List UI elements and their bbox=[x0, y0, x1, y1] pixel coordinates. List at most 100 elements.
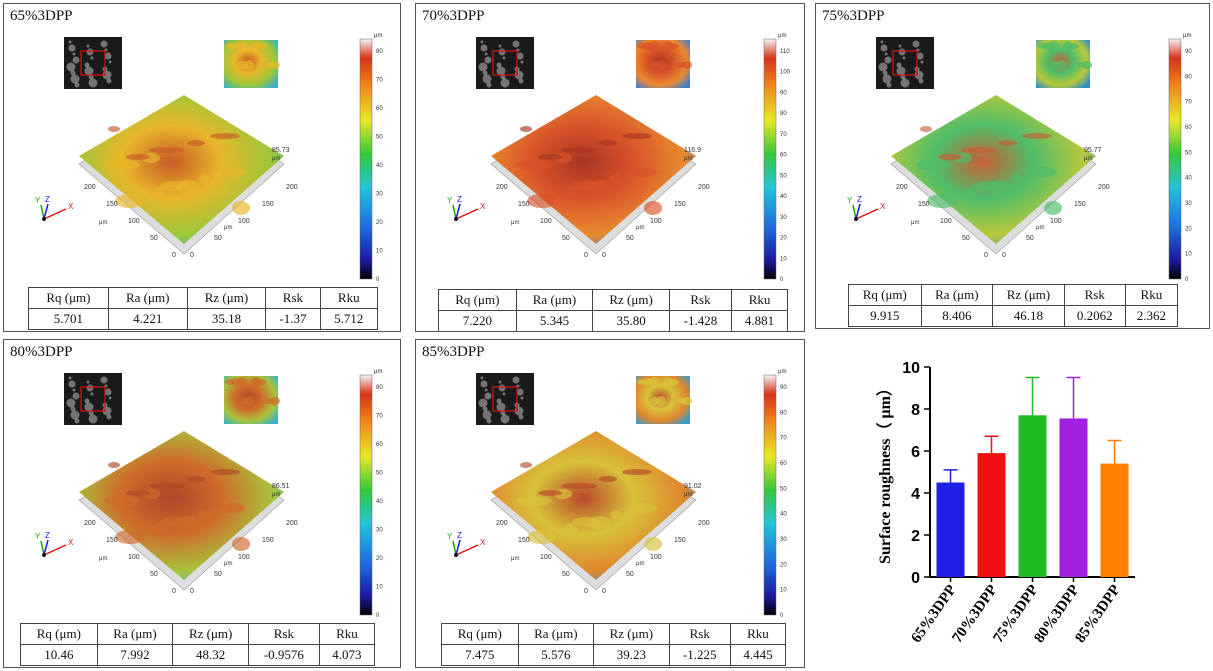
axis-tick: 0 bbox=[1002, 252, 1006, 259]
panel-title: 85%3DPP bbox=[422, 344, 485, 360]
height-label: 91.02 bbox=[684, 483, 702, 490]
measurement-panel: 70%3DPP μm 0 10 20 30 40 50 60 70 80 90 100 110 116.9 μ… bbox=[415, 3, 805, 332]
axis-tick: 200 bbox=[286, 184, 298, 191]
colorbar bbox=[763, 38, 777, 280]
table-cell: -1.225 bbox=[668, 644, 731, 666]
table-header-cell: Rq (μm) bbox=[20, 623, 98, 645]
axis-tick: 50 bbox=[150, 235, 158, 242]
axis-tick: 0 bbox=[172, 588, 176, 595]
axis-letter-z: Z bbox=[857, 195, 862, 204]
table-header-cell: Rsk bbox=[247, 623, 320, 645]
axis-tick: 0 bbox=[190, 252, 194, 259]
surface-visualization: μm 0 10 20 30 40 50 60 70 80 86.51 μm μm μm 200 150 100 5… bbox=[35, 369, 383, 619]
selection-box bbox=[892, 50, 918, 76]
axis-unit: μm bbox=[636, 225, 644, 231]
y-tick-label: 4 bbox=[911, 486, 920, 503]
table-header-cell: Ra (μm) bbox=[96, 623, 174, 645]
axis-tick: 50 bbox=[962, 235, 970, 242]
selection-box bbox=[80, 386, 106, 412]
axis-tick: 0 bbox=[190, 588, 194, 595]
axis-tick: 100 bbox=[540, 218, 552, 225]
table-header-row: Rq (μm) Ra (μm) Rz (μm) Rsk Rku bbox=[20, 623, 376, 645]
colorbar-tick: 30 bbox=[376, 528, 383, 534]
axis-tick: 50 bbox=[626, 235, 634, 242]
table-header-cell: Rku bbox=[318, 623, 376, 645]
colorbar-tick: 70 bbox=[780, 132, 787, 138]
colorbar-tick: 90 bbox=[780, 385, 787, 391]
surface-3d bbox=[491, 95, 696, 244]
orientation-origin bbox=[454, 553, 458, 557]
roughness-metrics-table: Rq (μm) Ra (μm) Rz (μm) Rsk Rku 9.915 8.406 46.… bbox=[848, 284, 1179, 327]
table-cell: 7.992 bbox=[96, 644, 174, 666]
colorbar-tick: 70 bbox=[1185, 100, 1192, 106]
colorbar bbox=[359, 38, 373, 280]
axis-tick: 150 bbox=[518, 537, 530, 544]
table-cell: 10.46 bbox=[20, 644, 98, 666]
colorbar-tick: 10 bbox=[376, 249, 383, 255]
colorbar-tick: 70 bbox=[780, 436, 787, 442]
colorbar-tick: 80 bbox=[376, 49, 383, 55]
orientation-origin bbox=[42, 217, 46, 221]
axis-tick: 50 bbox=[562, 235, 570, 242]
colorbar-tick: 0 bbox=[376, 277, 380, 283]
surface-3d bbox=[891, 95, 1096, 244]
colorbar-tick: 50 bbox=[1185, 150, 1192, 156]
axis-tick: 50 bbox=[1026, 235, 1034, 242]
axis-tick: 50 bbox=[626, 571, 634, 578]
table-cell: 46.18 bbox=[992, 305, 1065, 327]
y-axis-label: Surface roughness（ μm） bbox=[876, 380, 894, 564]
axis-letter-x: X bbox=[480, 538, 486, 547]
axis-letter-x: X bbox=[68, 202, 74, 211]
axis-tick: 200 bbox=[84, 520, 96, 527]
panel-title: 80%3DPP bbox=[10, 344, 73, 360]
colorbar-tick: 0 bbox=[376, 613, 380, 619]
table-cell: 0.2062 bbox=[1063, 305, 1126, 327]
height-label: 116.9 bbox=[684, 147, 701, 154]
axis-tick: 200 bbox=[496, 184, 508, 191]
table-cell: 5.701 bbox=[28, 308, 109, 330]
colorbar bbox=[1168, 38, 1182, 280]
table-row: 9.915 8.406 46.18 0.2062 2.362 bbox=[848, 305, 1179, 327]
axis-unit: μm bbox=[511, 220, 519, 226]
colorbar-unit: μm bbox=[374, 33, 382, 39]
axis-tick: 200 bbox=[286, 520, 298, 527]
axis-tick: 100 bbox=[1050, 218, 1062, 225]
axis-letter-x: X bbox=[480, 202, 486, 211]
table-cell: -1.428 bbox=[668, 310, 733, 331]
table-header-cell: Rz (μm) bbox=[992, 284, 1065, 306]
axis-letter-x: X bbox=[68, 538, 74, 547]
colorbar-tick: 90 bbox=[1185, 49, 1192, 55]
colorbar-tick: 20 bbox=[780, 562, 787, 568]
roughness-metrics-table: Rq (μm) Ra (μm) Rz (μm) Rsk Rku 10.46 7.992 48.… bbox=[20, 623, 376, 666]
axis-unit: μm bbox=[99, 220, 107, 226]
axis-tick: 200 bbox=[1098, 184, 1110, 191]
axis-tick: 150 bbox=[106, 201, 118, 208]
table-row: 10.46 7.992 48.32 -0.9576 4.073 bbox=[20, 644, 376, 666]
table-header-cell: Rku bbox=[1124, 284, 1179, 306]
colorbar-tick: 0 bbox=[780, 277, 784, 283]
colorbar-tick: 60 bbox=[376, 106, 383, 112]
bar bbox=[977, 453, 1006, 577]
axis-tick: 200 bbox=[496, 520, 508, 527]
table-cell: 2.362 bbox=[1124, 305, 1179, 327]
colorbar-tick: 30 bbox=[1185, 201, 1192, 207]
table-cell: 5.576 bbox=[517, 644, 595, 666]
axis-tick: 0 bbox=[984, 252, 988, 259]
table-header-cell: Rz (μm) bbox=[592, 289, 670, 311]
panel-title: 65%3DPP bbox=[10, 8, 73, 24]
table-header-cell: Rku bbox=[319, 287, 379, 309]
table-cell: 9.915 bbox=[848, 305, 922, 327]
axis-letter-y: Y bbox=[847, 196, 853, 205]
orientation-origin bbox=[854, 217, 858, 221]
colorbar-tick: 50 bbox=[376, 471, 383, 477]
axis-tick: 150 bbox=[1074, 201, 1086, 208]
axis-letter-y: Y bbox=[447, 532, 453, 541]
axis-tick: 150 bbox=[106, 537, 118, 544]
axis-tick: 200 bbox=[896, 184, 908, 191]
axis-letter-y: Y bbox=[35, 196, 41, 205]
table-cell: 5.712 bbox=[319, 308, 379, 330]
table-cell: 4.073 bbox=[318, 644, 376, 666]
table-cell: 7.475 bbox=[441, 644, 519, 666]
axis-tick: 100 bbox=[238, 218, 250, 225]
